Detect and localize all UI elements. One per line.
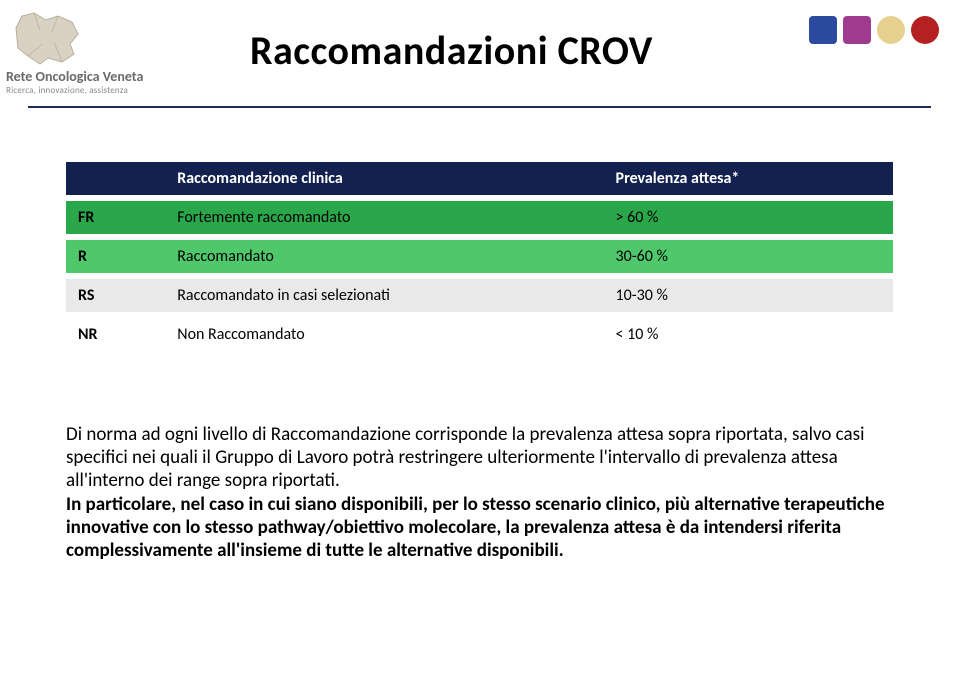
brand-tagline: Ricerca, innovazione, assistenza (6, 85, 128, 96)
region-map-icon (12, 10, 82, 66)
badge-3-icon (877, 16, 905, 44)
table-row: FR Fortemente raccomandato > 60 % (66, 198, 893, 237)
cell-prevalence: > 60 % (604, 198, 893, 237)
badge-2-icon (843, 16, 871, 44)
badge-1-icon (809, 16, 837, 44)
col-label: Raccomandazione clinica (165, 162, 603, 198)
paragraph-normal: Di norma ad ogni livello di Raccomandazi… (66, 423, 864, 492)
badge-4-icon (911, 16, 939, 44)
cell-label: Raccomandato (165, 237, 603, 276)
table-body: FR Fortemente raccomandato > 60 % R Racc… (66, 198, 893, 351)
cell-label: Non Raccomandato (165, 315, 603, 351)
cell-code: RS (66, 276, 165, 315)
title-block: Raccomandazioni CROV (216, 10, 809, 75)
content: Raccomandazione clinica Prevalenza attes… (0, 108, 959, 562)
brand-name: Rete Oncologica Veneta (6, 68, 143, 85)
brand-logo-block: Rete Oncologica Veneta Ricerca, innovazi… (6, 10, 216, 96)
table-header-row: Raccomandazione clinica Prevalenza attes… (66, 162, 893, 198)
cell-code: R (66, 237, 165, 276)
col-prevalence: Prevalenza attesa* (604, 162, 893, 198)
header: Rete Oncologica Veneta Ricerca, innovazi… (0, 0, 959, 96)
table-row: RS Raccomandato in casi selezionati 10-3… (66, 276, 893, 315)
page-title: Raccomandazioni CROV (250, 26, 809, 75)
table-row: NR Non Raccomandato < 10 % (66, 315, 893, 351)
table-row: R Raccomandato 30-60 % (66, 237, 893, 276)
paragraph-bold: In particolare, nel caso in cui siano di… (66, 493, 885, 562)
cell-label: Raccomandato in casi selezionati (165, 276, 603, 315)
cell-code: NR (66, 315, 165, 351)
partner-badges (809, 16, 939, 44)
cell-code: FR (66, 198, 165, 237)
col-code (66, 162, 165, 198)
cell-label: Fortemente raccomandato (165, 198, 603, 237)
cell-prevalence: 30-60 % (604, 237, 893, 276)
cell-prevalence: < 10 % (604, 315, 893, 351)
recommendation-table: Raccomandazione clinica Prevalenza attes… (66, 162, 893, 351)
explanatory-paragraph: Di norma ad ogni livello di Raccomandazi… (66, 423, 893, 562)
cell-prevalence: 10-30 % (604, 276, 893, 315)
